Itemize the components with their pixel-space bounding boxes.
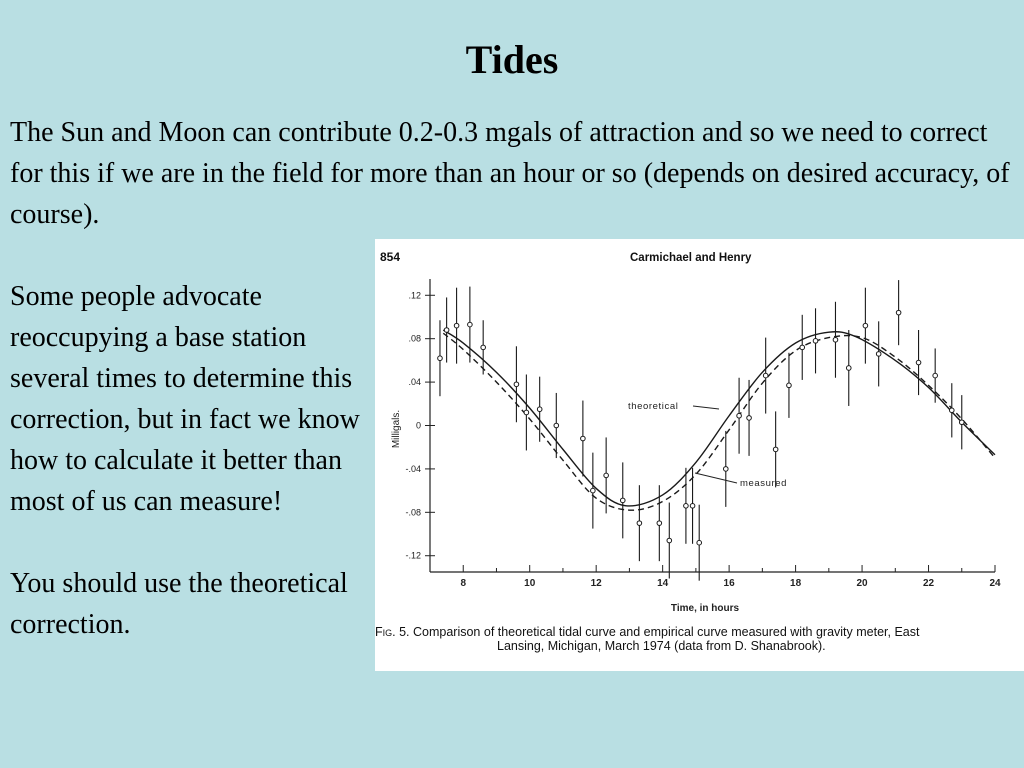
- x-tick-label: 18: [790, 578, 802, 589]
- y-tick-label: .12: [408, 290, 421, 300]
- data-point: [786, 382, 792, 389]
- theoretical-label: theoretical: [628, 401, 678, 412]
- caption-line-1: Comparison of theoretical tidal curve an…: [413, 625, 920, 639]
- data-point: [862, 322, 869, 329]
- data-point: [832, 336, 839, 343]
- x-tick-label: 16: [724, 578, 736, 589]
- data-point: [603, 472, 609, 479]
- data-point: [762, 372, 769, 379]
- tidal-figure: 854 Carmichael and Henry .12 .08 .04 0 -.04 -…: [375, 239, 1024, 671]
- y-tick-label: 0: [416, 421, 421, 431]
- data-point: [523, 409, 530, 416]
- measured-curve: [442, 332, 996, 511]
- data-point: [736, 412, 742, 419]
- caption-label: Fig. 5.: [375, 625, 410, 639]
- x-tick-label: 24: [989, 578, 1001, 589]
- intro-text: The Sun and Moon can contribute 0.2-0.3 …: [10, 117, 1010, 230]
- data-point: [696, 539, 703, 546]
- x-tick-label: 8: [460, 578, 466, 589]
- y-tick-label: -.04: [405, 464, 421, 474]
- data-point: [443, 327, 450, 333]
- figure-header: Carmichael and Henry: [630, 252, 752, 264]
- data-point: [689, 503, 696, 509]
- y-tick-label: .08: [408, 334, 421, 344]
- data-point: [513, 381, 520, 388]
- data-point: [683, 503, 689, 509]
- data-point: [437, 355, 443, 362]
- data-point: [453, 322, 460, 329]
- data-point: [722, 466, 729, 472]
- data-point: [812, 338, 819, 344]
- data-point: [480, 344, 486, 351]
- data-point: [799, 344, 806, 351]
- data-point: [948, 407, 955, 414]
- data-point: [636, 520, 643, 526]
- data-point: [746, 415, 752, 421]
- data-point: [656, 520, 663, 526]
- theoretical-correction-paragraph: You should use the theoretical correctio…: [10, 568, 348, 640]
- data-point: [553, 422, 560, 429]
- page-number: 854: [380, 250, 400, 264]
- data-point: [536, 406, 543, 413]
- x-tick-label: 20: [856, 578, 868, 589]
- data-point: [932, 372, 938, 379]
- data-point: [875, 351, 882, 357]
- data-point: [580, 435, 586, 442]
- x-tick-label: 14: [657, 578, 669, 589]
- x-axis-label: Time, in hours: [671, 603, 740, 614]
- data-point: [467, 321, 473, 328]
- tidal-chart: 854 Carmichael and Henry .12 .08 .04 0 -.04 -…: [380, 250, 1001, 614]
- x-tick-label: 10: [524, 578, 536, 589]
- x-tick-label: 12: [591, 578, 603, 589]
- y-tick-label: -.08: [405, 507, 421, 517]
- slide-title: Tides: [465, 37, 559, 82]
- data-point: [590, 487, 596, 494]
- theoretical-leader: [692, 405, 720, 410]
- data-point: [666, 537, 673, 544]
- base-station-paragraph: Some people advocate reoccupying a base …: [10, 281, 360, 517]
- x-tick-label: 22: [923, 578, 935, 589]
- data-point: [619, 497, 626, 504]
- caption-line-2: Lansing, Michigan, March 1974 (data from…: [497, 639, 826, 653]
- y-tick-label: -.12: [405, 551, 421, 561]
- chart-axes: [429, 279, 995, 573]
- data-point: [845, 365, 852, 371]
- left-text-column: Some people advocate reoccupying a base …: [10, 276, 375, 645]
- data-point: [895, 309, 902, 316]
- measured-label: measured: [740, 478, 787, 489]
- measured-leader: [694, 472, 738, 484]
- y-tick-label: .04: [408, 377, 421, 387]
- data-point: [915, 359, 922, 366]
- data-point: [958, 419, 965, 426]
- y-axis-label: Milligals.: [391, 410, 402, 448]
- data-point: [772, 446, 779, 453]
